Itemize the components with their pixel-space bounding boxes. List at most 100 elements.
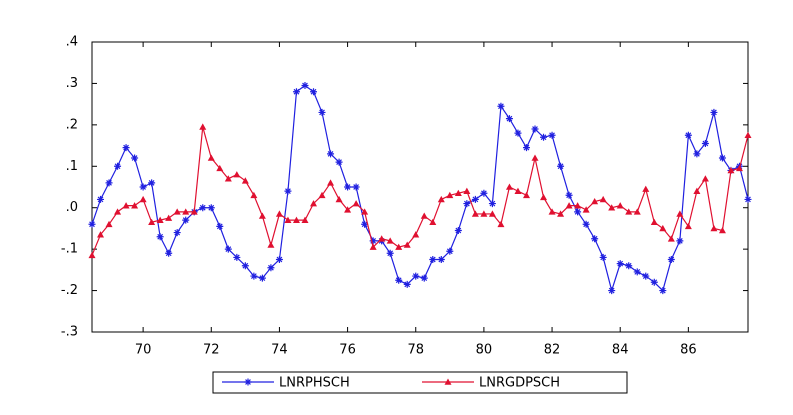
marker bbox=[190, 208, 198, 215]
marker bbox=[131, 154, 139, 162]
marker bbox=[616, 202, 624, 209]
marker bbox=[633, 208, 641, 215]
marker bbox=[505, 115, 513, 123]
legend-box bbox=[212, 371, 628, 394]
marker bbox=[608, 287, 616, 295]
marker bbox=[165, 249, 173, 257]
marker bbox=[574, 208, 582, 216]
marker bbox=[659, 224, 667, 232]
marker bbox=[454, 227, 462, 234]
marker bbox=[216, 164, 224, 172]
marker bbox=[429, 218, 437, 226]
marker bbox=[241, 177, 249, 184]
y-tick-label: -.1 bbox=[61, 242, 78, 257]
marker bbox=[148, 179, 156, 187]
marker bbox=[156, 216, 164, 223]
marker bbox=[352, 183, 360, 191]
y-tick-label: .2 bbox=[66, 117, 78, 132]
marker bbox=[471, 210, 479, 217]
marker bbox=[139, 183, 147, 191]
marker bbox=[224, 175, 232, 182]
marker bbox=[693, 150, 701, 158]
marker bbox=[318, 191, 326, 199]
x-tick-label: 84 bbox=[612, 343, 629, 358]
marker bbox=[403, 241, 411, 248]
marker bbox=[139, 195, 147, 203]
series-line bbox=[91, 84, 749, 293]
marker bbox=[173, 229, 181, 237]
marker bbox=[446, 191, 454, 199]
marker bbox=[693, 187, 701, 194]
marker bbox=[412, 231, 420, 238]
marker bbox=[446, 247, 454, 255]
marker bbox=[488, 210, 496, 217]
marker bbox=[480, 189, 488, 197]
marker bbox=[540, 193, 548, 201]
marker bbox=[522, 191, 530, 199]
marker bbox=[361, 220, 369, 228]
marker bbox=[156, 233, 164, 241]
marker bbox=[88, 220, 96, 228]
marker bbox=[454, 189, 462, 197]
marker bbox=[684, 131, 692, 139]
marker bbox=[744, 131, 752, 139]
marker bbox=[292, 88, 300, 96]
marker bbox=[608, 204, 616, 211]
plot-frame bbox=[91, 41, 749, 333]
legend-label: LNRGDPSCH bbox=[479, 376, 560, 391]
marker bbox=[642, 185, 650, 192]
marker bbox=[642, 272, 650, 280]
marker bbox=[224, 245, 232, 253]
x-tick-label: 86 bbox=[680, 343, 697, 358]
x-tick-label: 70 bbox=[135, 343, 152, 358]
marker bbox=[420, 212, 428, 219]
marker bbox=[727, 166, 735, 174]
x-tick-label: 72 bbox=[203, 343, 220, 358]
marker bbox=[386, 249, 394, 257]
marker bbox=[310, 88, 318, 96]
marker bbox=[463, 187, 471, 194]
marker bbox=[591, 235, 599, 243]
marker bbox=[650, 278, 658, 286]
marker bbox=[284, 187, 292, 195]
marker bbox=[437, 256, 445, 263]
marker bbox=[361, 208, 369, 215]
x-tick-label: 82 bbox=[544, 343, 561, 358]
marker bbox=[480, 210, 488, 217]
marker bbox=[718, 154, 726, 162]
marker bbox=[258, 274, 266, 282]
marker bbox=[386, 237, 394, 244]
marker bbox=[625, 208, 633, 215]
marker bbox=[412, 272, 420, 280]
marker bbox=[599, 253, 607, 261]
marker bbox=[275, 210, 283, 217]
marker bbox=[207, 154, 215, 161]
marker bbox=[565, 191, 573, 199]
series-line bbox=[91, 126, 749, 256]
marker bbox=[97, 231, 105, 238]
marker bbox=[514, 129, 522, 137]
marker bbox=[710, 224, 718, 232]
marker bbox=[318, 108, 326, 116]
marker bbox=[369, 243, 377, 250]
marker bbox=[250, 191, 258, 199]
marker bbox=[582, 206, 590, 213]
marker bbox=[267, 264, 275, 272]
marker bbox=[114, 162, 122, 170]
marker bbox=[199, 204, 207, 212]
marker bbox=[344, 183, 352, 191]
marker bbox=[531, 125, 539, 133]
marker bbox=[310, 200, 318, 207]
marker bbox=[395, 243, 403, 250]
marker bbox=[369, 237, 377, 245]
marker bbox=[199, 123, 207, 130]
marker bbox=[241, 262, 249, 270]
marker bbox=[250, 272, 258, 280]
marker bbox=[182, 208, 190, 215]
marker bbox=[710, 108, 718, 116]
marker bbox=[701, 175, 709, 182]
marker bbox=[463, 200, 471, 208]
marker bbox=[344, 206, 352, 213]
y-tick-label: -.3 bbox=[61, 325, 78, 340]
marker bbox=[403, 280, 411, 288]
